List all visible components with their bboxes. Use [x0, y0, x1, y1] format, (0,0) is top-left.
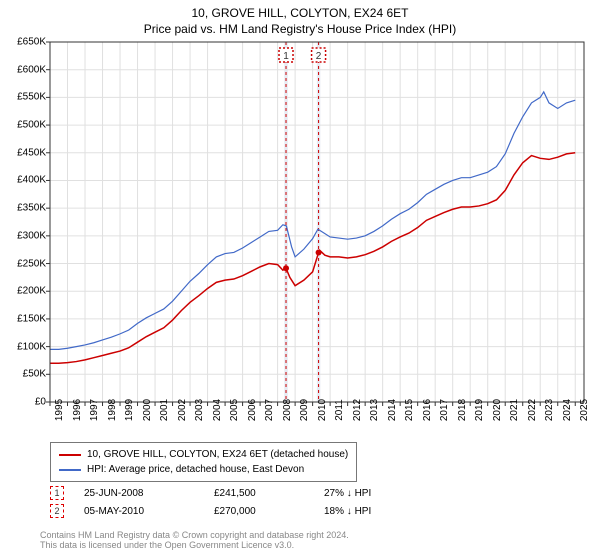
- x-tick-label: 1997: [89, 399, 100, 421]
- legend-swatch-0: [59, 454, 81, 456]
- y-tick-label: £400K: [2, 175, 46, 186]
- x-tick-label: 1999: [124, 399, 135, 421]
- chart-title-2: Price paid vs. HM Land Registry's House …: [0, 20, 600, 36]
- y-tick-label: £100K: [2, 341, 46, 352]
- footer: Contains HM Land Registry data © Crown c…: [40, 530, 349, 550]
- x-tick-label: 1998: [107, 399, 118, 421]
- x-tick-label: 2008: [282, 399, 293, 421]
- transaction-row: 2 05-MAY-2010 £270,000 18% ↓ HPI: [50, 504, 414, 518]
- svg-text:1: 1: [283, 51, 289, 62]
- x-tick-label: 1996: [72, 399, 83, 421]
- x-tick-label: 2010: [317, 399, 328, 421]
- y-tick-label: £450K: [2, 147, 46, 158]
- trans-date-2: 05-MAY-2010: [84, 506, 194, 517]
- chart-area: 12: [50, 42, 584, 402]
- x-tick-label: 2012: [352, 399, 363, 421]
- y-tick-label: £0: [2, 397, 46, 408]
- x-tick-label: 2014: [387, 399, 398, 421]
- trans-price-2: £270,000: [214, 506, 304, 517]
- legend-swatch-1: [59, 469, 81, 471]
- x-tick-label: 2018: [457, 399, 468, 421]
- legend-label-1: HPI: Average price, detached house, East…: [87, 462, 304, 477]
- footer-line-2: This data is licensed under the Open Gov…: [40, 540, 349, 550]
- y-tick-label: £300K: [2, 230, 46, 241]
- transaction-row: 1 25-JUN-2008 £241,500 27% ↓ HPI: [50, 486, 414, 500]
- svg-text:2: 2: [316, 51, 322, 62]
- trans-marker-1: 1: [50, 486, 64, 500]
- x-tick-label: 2007: [264, 399, 275, 421]
- x-tick-label: 1995: [54, 399, 65, 421]
- x-tick-label: 2005: [229, 399, 240, 421]
- x-tick-label: 2006: [247, 399, 258, 421]
- x-tick-label: 2004: [212, 399, 223, 421]
- x-tick-label: 2000: [142, 399, 153, 421]
- x-tick-label: 2017: [439, 399, 450, 421]
- footer-line-1: Contains HM Land Registry data © Crown c…: [40, 530, 349, 540]
- x-tick-label: 2024: [562, 399, 573, 421]
- trans-diff-1: 27% ↓ HPI: [324, 488, 414, 499]
- x-tick-label: 2001: [159, 399, 170, 421]
- x-tick-label: 2025: [579, 399, 590, 421]
- chart-title-1: 10, GROVE HILL, COLYTON, EX24 6ET: [0, 0, 600, 20]
- trans-price-1: £241,500: [214, 488, 304, 499]
- x-tick-label: 2011: [334, 399, 345, 421]
- y-tick-label: £350K: [2, 203, 46, 214]
- x-tick-label: 2022: [527, 399, 538, 421]
- trans-date-1: 25-JUN-2008: [84, 488, 194, 499]
- x-tick-label: 2015: [404, 399, 415, 421]
- x-tick-label: 2013: [369, 399, 380, 421]
- y-tick-label: £650K: [2, 37, 46, 48]
- transaction-table: 1 25-JUN-2008 £241,500 27% ↓ HPI 2 05-MA…: [50, 486, 414, 522]
- trans-diff-2: 18% ↓ HPI: [324, 506, 414, 517]
- y-tick-label: £200K: [2, 286, 46, 297]
- x-tick-label: 2003: [194, 399, 205, 421]
- y-tick-label: £250K: [2, 258, 46, 269]
- x-tick-label: 2019: [474, 399, 485, 421]
- x-tick-label: 2020: [492, 399, 503, 421]
- trans-marker-2: 2: [50, 504, 64, 518]
- y-tick-label: £500K: [2, 120, 46, 131]
- y-tick-label: £50K: [2, 369, 46, 380]
- legend: 10, GROVE HILL, COLYTON, EX24 6ET (detac…: [50, 442, 357, 482]
- x-tick-label: 2009: [299, 399, 310, 421]
- x-tick-label: 2016: [422, 399, 433, 421]
- y-tick-label: £600K: [2, 64, 46, 75]
- x-tick-label: 2023: [544, 399, 555, 421]
- x-tick-label: 2021: [509, 399, 520, 421]
- y-tick-label: £550K: [2, 92, 46, 103]
- x-tick-label: 2002: [177, 399, 188, 421]
- legend-label-0: 10, GROVE HILL, COLYTON, EX24 6ET (detac…: [87, 447, 348, 462]
- y-tick-label: £150K: [2, 313, 46, 324]
